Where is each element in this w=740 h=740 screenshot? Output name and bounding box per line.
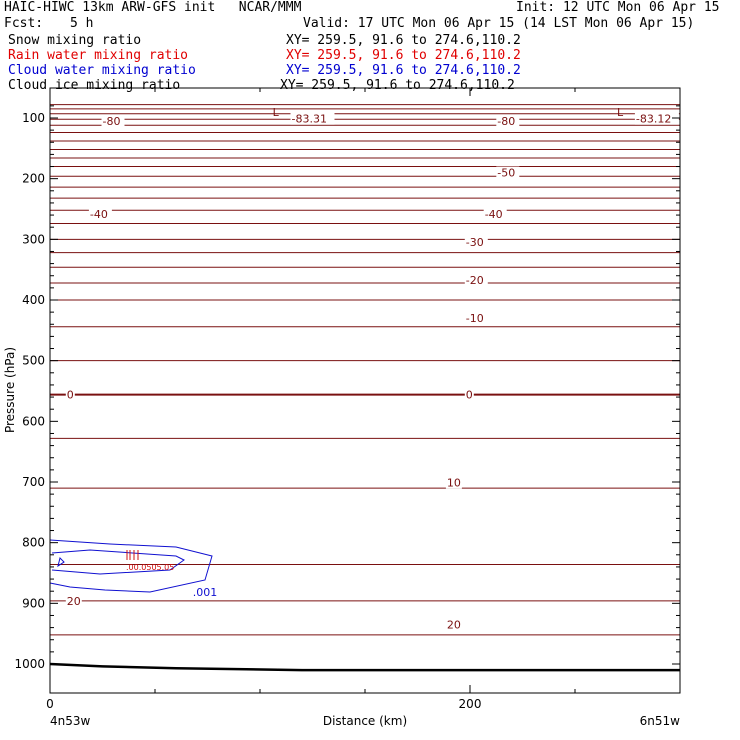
y-tick-label: 100: [22, 111, 45, 125]
ground-surface: [49, 662, 680, 672]
y-tick-label: 200: [22, 172, 45, 186]
field-xy-snow: XY= 259.5, 91.6 to 274.6,110.2: [286, 33, 521, 48]
x-end-label-right: 6n51w: [640, 714, 681, 728]
field-name-cloud-ice: Cloud ice mixing ratio: [8, 78, 181, 93]
cloud-water-contour-inner: [51, 549, 185, 575]
isotherm-label: 20: [67, 595, 81, 608]
rain-water-marks: .00.0505.05: [126, 550, 174, 572]
forecast-hours: 5 h: [70, 16, 94, 31]
isotherm-label-bg: [464, 235, 488, 248]
isotherm-label: 0: [466, 389, 473, 402]
isotherm-label: -20: [466, 274, 484, 287]
isotherm-label-bg: [65, 594, 82, 607]
isotherm-label-bg: [634, 112, 679, 125]
field-name-snow: Snow mixing ratio: [8, 33, 142, 48]
y-tick-label: 600: [22, 414, 45, 428]
cloud-water-contour-small: [57, 557, 65, 568]
isotherm-label-bg: [464, 312, 488, 325]
isotherm-label: -83.12: [636, 113, 671, 126]
isotherm-label-bg: [464, 388, 474, 401]
field-name-rain: Rain water mixing ratio: [8, 48, 189, 63]
isotherm-label: -50: [497, 167, 515, 180]
isotherm-label: -40: [485, 208, 503, 221]
isotherm-label: -83.31: [292, 113, 327, 126]
isotherm-label-bg: [445, 618, 462, 631]
x-tick-label: 0: [46, 697, 54, 711]
isotherm-labels: -80 -83.31 -80 -83.12 -50 -40 -40 -30 -20 -10 0 0 10…: [65, 106, 679, 632]
cloud-water-contour-outer: [49, 539, 213, 593]
y-tick-label: 400: [22, 293, 45, 307]
y-tick-label: 900: [22, 596, 45, 610]
y-axis-label: Pressure (hPa): [3, 347, 17, 433]
plot-frame: [49, 87, 681, 694]
rain-mark-bars: [126, 550, 139, 560]
isotherm-label-bg: [101, 115, 125, 128]
isotherm-label: -40: [90, 208, 108, 221]
isotherm-label-bg: [445, 476, 462, 489]
forecast-label: Fcst:: [4, 16, 44, 31]
y-tick-label: 300: [22, 232, 45, 246]
y-tick-label: 700: [22, 475, 45, 489]
field-name-cloud-water: Cloud water mixing ratio: [8, 63, 196, 78]
x-tick-label: 200: [459, 697, 482, 711]
low-marker: L: [273, 106, 280, 119]
cloud-water-label: .001: [193, 586, 218, 599]
isotherm-label-bg: [483, 207, 507, 220]
plot-border: [49, 87, 681, 694]
isotherm-label: 10: [447, 477, 461, 490]
isotherm-label: 0: [67, 389, 74, 402]
isotherm-lines: [50, 104, 680, 636]
model-title: HAIC-HIWC 13km ARW-GFS init NCAR/MMM: [4, 0, 302, 15]
x-end-label-left: 4n53w: [50, 714, 91, 728]
y-tick-label: 500: [22, 354, 45, 368]
init-time: Init: 12 UTC Mon 06 Apr 15: [516, 0, 720, 15]
isotherm-label-bg: [496, 115, 520, 128]
field-xy-cloud-ice: XY= 259.5, 91.6 to 274.6,110.2: [280, 78, 515, 93]
isotherm-label-bg: [496, 166, 520, 179]
isotherm-label: -80: [497, 115, 515, 128]
isotherm-label-bg: [464, 273, 488, 286]
valid-time: Valid: 17 UTC Mon 06 Apr 15 (14 LST Mon …: [303, 16, 695, 31]
isotherm-label: 20: [447, 619, 461, 632]
isotherm-label-bg: [65, 388, 75, 401]
y-tick-label: 800: [22, 536, 45, 550]
field-xy-rain: XY= 259.5, 91.6 to 274.6,110.2: [286, 48, 521, 63]
isotherm-label: -10: [466, 312, 484, 325]
isotherm-label: -30: [466, 236, 484, 249]
cloud-water-contours: .001: [49, 539, 218, 599]
isotherm-label-bg: [290, 112, 335, 125]
low-marker: L: [617, 106, 624, 119]
rain-mark-cluster: .00.0505.05: [126, 563, 174, 572]
x-axis-label: Distance (km): [323, 714, 407, 728]
isotherm-label: -80: [103, 115, 121, 128]
y-tick-label: 1000: [14, 657, 45, 671]
isotherm-label-bg: [88, 207, 112, 220]
ground-line: [49, 662, 680, 672]
field-xy-cloud-water: XY= 259.5, 91.6 to 274.6,110.2: [286, 63, 521, 78]
